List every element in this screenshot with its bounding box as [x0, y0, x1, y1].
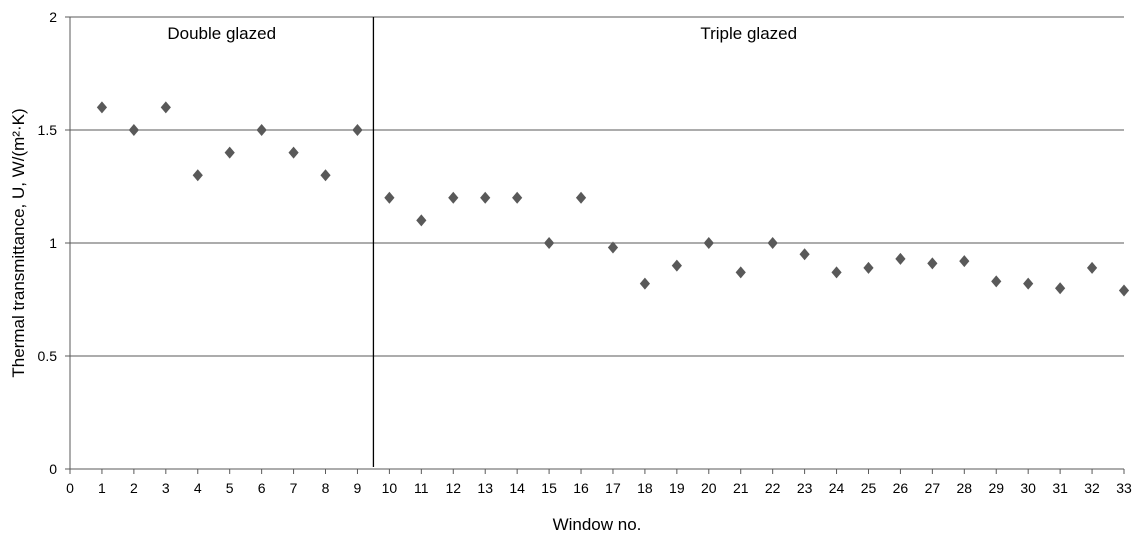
axes [65, 16, 1125, 474]
x-axis-title: Window no. [553, 515, 642, 534]
data-points [96, 101, 1130, 297]
x-tick-label-27: 27 [925, 480, 941, 496]
x-tick-label-19: 19 [669, 480, 685, 496]
region-label-double-glazed: Double glazed [167, 24, 276, 43]
data-point-19 [671, 259, 682, 272]
x-tick-label-33: 33 [1116, 480, 1132, 496]
data-point-10 [384, 191, 395, 204]
x-tick-label-14: 14 [509, 480, 525, 496]
data-point-18 [639, 277, 651, 290]
data-point-4 [192, 169, 203, 182]
data-point-26 [895, 252, 906, 265]
data-point-30 [1023, 277, 1034, 290]
x-tick-label-12: 12 [445, 480, 461, 496]
x-tick-label-3: 3 [162, 480, 170, 496]
data-point-6 [256, 124, 267, 136]
y-axis-title: Thermal transmittance, U, W/(m²·K) [9, 108, 28, 377]
x-tick-label-4: 4 [194, 480, 202, 496]
data-point-20 [703, 237, 714, 249]
data-point-7 [288, 146, 299, 159]
y-tick-label-3: 1.5 [38, 122, 58, 138]
x-tick-label-9: 9 [354, 480, 362, 496]
data-point-1 [96, 101, 108, 114]
x-tick-label-7: 7 [290, 480, 298, 496]
region-label-triple-glazed: Triple glazed [700, 24, 797, 43]
data-point-25 [863, 261, 874, 274]
x-tick-label-21: 21 [733, 480, 749, 496]
labels: 00.511.520 1 2 3 4 5 6 7 8 9 10 11 12 13 14 15 16 17 18 19 2… [38, 9, 1132, 496]
data-point-28 [959, 255, 970, 268]
data-point-23 [799, 248, 810, 261]
data-point-31 [1055, 282, 1066, 295]
x-tick-label-17: 17 [605, 480, 621, 496]
y-tick-label-0: 0 [49, 461, 57, 477]
data-point-14 [512, 191, 523, 204]
x-tick-label-6: 6 [258, 480, 266, 496]
x-tick-label-16: 16 [573, 480, 589, 496]
data-point-13 [480, 191, 491, 204]
x-tick-label-26: 26 [893, 480, 909, 496]
data-point-5 [224, 146, 235, 159]
x-tick-label-5: 5 [226, 480, 234, 496]
data-point-27 [927, 257, 938, 270]
x-tick-label-32: 32 [1084, 480, 1100, 496]
x-tick-label-24: 24 [829, 480, 845, 496]
data-point-22 [767, 237, 778, 249]
x-tick-label-29: 29 [988, 480, 1004, 496]
y-tick-label-1: 0.5 [38, 348, 58, 364]
data-point-15 [543, 237, 555, 249]
x-tick-label-31: 31 [1052, 480, 1068, 496]
x-tick-label-18: 18 [637, 480, 653, 496]
y-tick-label-4: 2 [49, 9, 57, 25]
data-point-29 [991, 275, 1002, 288]
x-tick-label-13: 13 [477, 480, 493, 496]
data-point-8 [320, 169, 331, 182]
data-point-9 [352, 124, 363, 136]
data-point-2 [128, 124, 139, 136]
data-point-12 [448, 191, 459, 204]
data-point-17 [607, 241, 619, 254]
x-tick-label-10: 10 [382, 480, 398, 496]
x-tick-label-25: 25 [861, 480, 877, 496]
x-tick-label-20: 20 [701, 480, 717, 496]
data-point-32 [1086, 261, 1098, 274]
data-point-16 [575, 191, 587, 204]
x-tick-label-30: 30 [1020, 480, 1036, 496]
x-tick-label-11: 11 [414, 480, 429, 496]
data-point-24 [831, 266, 842, 279]
x-tick-label-2: 2 [130, 480, 138, 496]
x-tick-label-23: 23 [797, 480, 813, 496]
x-tick-label-1: 1 [98, 480, 106, 496]
data-point-3 [160, 101, 171, 114]
y-tick-label-2: 1 [49, 235, 57, 251]
x-tick-label-28: 28 [957, 480, 973, 496]
x-tick-label-0: 0 [66, 480, 74, 496]
data-point-21 [735, 266, 746, 279]
x-tick-label-15: 15 [541, 480, 557, 496]
grid-lines [70, 16, 1124, 357]
x-tick-label-8: 8 [322, 480, 330, 496]
data-point-33 [1118, 284, 1130, 297]
data-point-11 [416, 214, 427, 227]
x-tick-label-22: 22 [765, 480, 781, 496]
